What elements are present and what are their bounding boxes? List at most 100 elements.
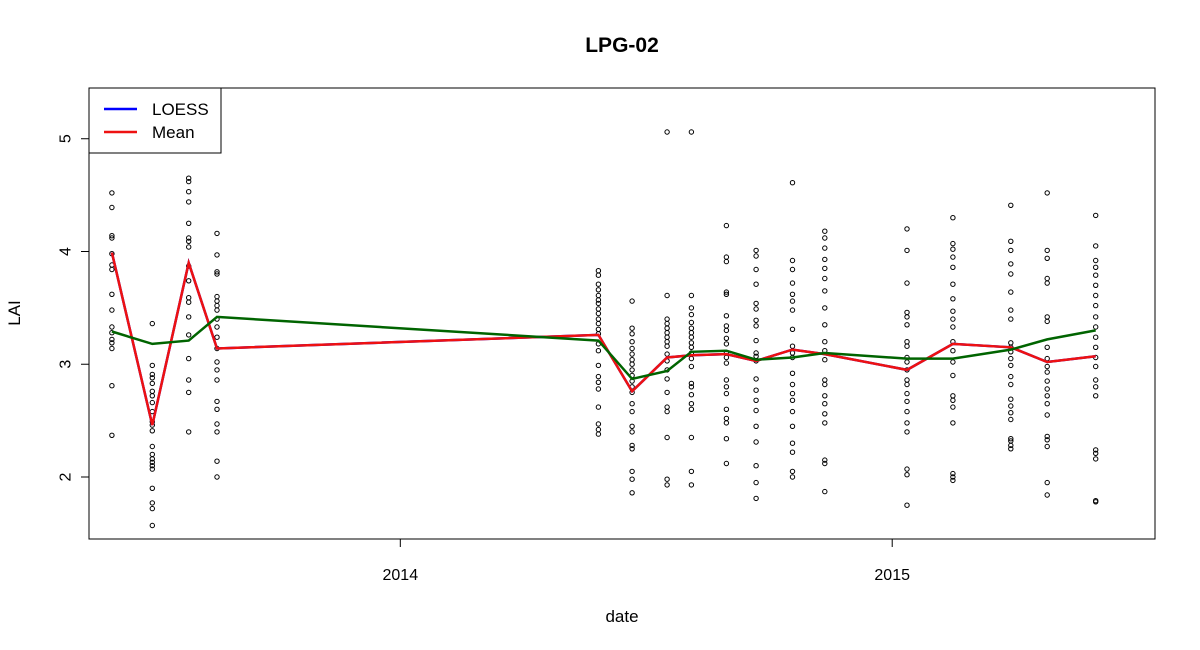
data-point xyxy=(904,280,910,286)
data-point xyxy=(149,375,156,381)
data-point xyxy=(904,381,910,388)
data-point xyxy=(723,390,730,397)
data-point xyxy=(753,387,759,393)
data-point xyxy=(753,317,759,323)
data-point xyxy=(149,362,156,369)
data-point xyxy=(109,266,115,273)
data-point xyxy=(1093,377,1099,383)
data-point xyxy=(723,289,730,295)
data-point xyxy=(629,408,635,415)
data-point xyxy=(214,252,220,258)
data-point xyxy=(1008,355,1014,362)
data-point xyxy=(149,380,156,387)
data-point xyxy=(753,323,759,329)
data-point xyxy=(186,278,192,284)
data-point xyxy=(822,460,828,467)
data-point xyxy=(1044,318,1050,325)
data-point xyxy=(822,457,828,463)
data-point xyxy=(214,271,220,277)
data-point xyxy=(688,340,695,346)
data-point xyxy=(1093,257,1099,264)
data-point xyxy=(723,222,730,229)
data-point xyxy=(629,331,635,337)
data-point xyxy=(595,348,602,354)
data-point xyxy=(1008,446,1014,452)
data-point xyxy=(1008,238,1014,245)
data-point xyxy=(904,309,910,316)
data-point xyxy=(904,408,910,415)
data-point xyxy=(629,325,635,331)
data-point xyxy=(1093,292,1099,299)
data-point xyxy=(595,292,602,299)
data-point xyxy=(688,363,695,370)
data-point xyxy=(950,324,956,330)
data-point xyxy=(595,373,602,380)
data-point xyxy=(789,408,796,415)
data-point xyxy=(664,334,670,340)
data-point xyxy=(1093,334,1099,340)
data-point xyxy=(1008,271,1014,277)
data-point xyxy=(822,488,828,495)
data-point xyxy=(149,443,156,450)
data-point xyxy=(149,463,156,469)
x-axis-label: date xyxy=(605,607,638,626)
plot-frame xyxy=(88,87,1156,540)
x-axis-ticks: 2014 2015 xyxy=(383,539,910,584)
data-point xyxy=(688,384,695,390)
data-point xyxy=(186,429,192,435)
data-point xyxy=(149,428,156,434)
data-point xyxy=(950,474,956,480)
data-point xyxy=(1044,344,1050,350)
data-point xyxy=(1008,202,1014,209)
data-point xyxy=(595,421,602,427)
data-point xyxy=(822,275,828,282)
data-point xyxy=(1093,344,1099,350)
data-point xyxy=(688,380,695,387)
data-point xyxy=(109,432,115,438)
data-point xyxy=(186,175,192,181)
data-point xyxy=(109,190,115,196)
chart-title: LPG-02 xyxy=(585,34,659,57)
data-point xyxy=(664,476,670,482)
data-point xyxy=(1044,280,1050,286)
data-point xyxy=(753,397,759,403)
data-point xyxy=(753,439,759,445)
data-point xyxy=(1008,340,1014,346)
data-point xyxy=(214,429,220,435)
data-point xyxy=(214,359,220,365)
data-point xyxy=(629,351,635,357)
data-point xyxy=(723,360,730,366)
data-point xyxy=(629,357,635,363)
data-point xyxy=(664,404,670,410)
data-point xyxy=(595,426,602,433)
data-point xyxy=(186,377,192,383)
data-point xyxy=(822,245,828,251)
data-point xyxy=(214,398,220,405)
data-point xyxy=(186,235,192,241)
data-point xyxy=(109,291,115,297)
data-point xyxy=(789,257,796,264)
data-point xyxy=(789,468,796,475)
data-point xyxy=(149,466,156,472)
data-point xyxy=(109,383,115,389)
data-point xyxy=(723,323,730,329)
data-point xyxy=(1093,212,1099,219)
data-point xyxy=(664,325,670,331)
data-point xyxy=(186,220,192,227)
data-point xyxy=(822,288,828,294)
data-point xyxy=(950,477,956,484)
data-point xyxy=(753,253,759,259)
data-point xyxy=(149,393,156,399)
data-point xyxy=(789,298,796,304)
data-point xyxy=(822,381,828,388)
data-point xyxy=(789,280,796,286)
data-point xyxy=(1008,307,1014,313)
data-point xyxy=(595,300,602,307)
data-point xyxy=(723,415,730,422)
data-point xyxy=(1044,363,1050,370)
data-point xyxy=(109,233,115,239)
data-point xyxy=(629,490,635,496)
data-point xyxy=(950,397,956,403)
data-point xyxy=(1008,416,1014,423)
data-point xyxy=(950,470,956,477)
